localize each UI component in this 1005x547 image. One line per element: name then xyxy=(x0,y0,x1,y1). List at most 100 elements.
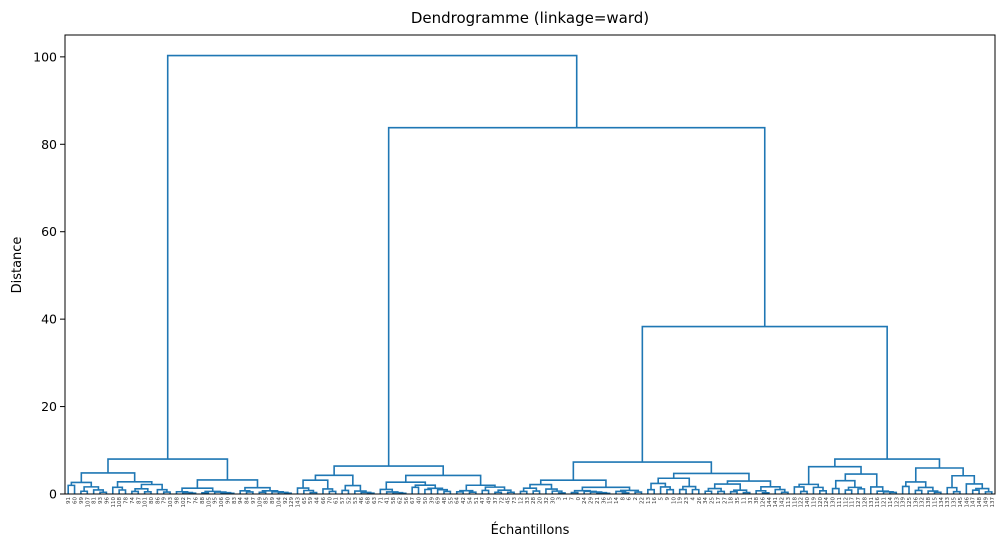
dendrogram-link xyxy=(755,490,767,494)
leaf-label: 7 xyxy=(569,497,575,501)
leaf-label: 121 xyxy=(882,497,888,508)
leaf-label: 36 xyxy=(601,497,607,504)
dendrogram-link xyxy=(844,473,878,487)
leaf-label: 93 xyxy=(98,497,104,504)
plot-area xyxy=(64,34,996,495)
leaf-label: 65 xyxy=(302,497,308,504)
leaf-label: 32 xyxy=(544,497,550,504)
dendrogram-link xyxy=(713,483,742,491)
dendrogram-link xyxy=(354,490,367,494)
leaf-label: 73 xyxy=(512,497,518,504)
leaf-label: 83 xyxy=(232,497,238,504)
leaf-label: 136 xyxy=(913,497,919,508)
dendrogram-link xyxy=(572,461,713,481)
dendrogram-link xyxy=(717,490,726,494)
leaf-label: 138 xyxy=(926,497,932,508)
leaf-label: 98 xyxy=(174,497,180,504)
leaf-label: 90 xyxy=(225,497,231,504)
dendrogram-link xyxy=(793,486,805,494)
leaf-label: 30 xyxy=(550,497,556,504)
leaf-label: 80 xyxy=(149,497,155,504)
y-tick-label: 60 xyxy=(41,224,57,239)
leaf-label: 112 xyxy=(843,497,849,508)
leaf-label: 116 xyxy=(875,497,881,508)
dendrogram-link xyxy=(244,486,271,491)
leaf-label: 29 xyxy=(589,497,595,504)
leaf-label: 15 xyxy=(608,497,614,504)
dendrogram-link xyxy=(522,487,538,492)
dendrogram-link xyxy=(245,491,254,494)
leaf-label: 0 xyxy=(576,497,582,501)
leaf-label: 108 xyxy=(117,497,123,508)
leaf-label: 1 xyxy=(563,497,569,501)
leaf-label: 9 xyxy=(665,497,671,501)
y-tick-label: 80 xyxy=(41,137,57,152)
dendrogram-link xyxy=(733,489,748,493)
dendrogram-link xyxy=(166,54,578,460)
leaf-label: 63 xyxy=(372,497,378,504)
chart-title: Dendrogramme (linkage=ward) xyxy=(411,9,649,27)
leaf-label: 57 xyxy=(340,497,346,504)
leaf-label: 123 xyxy=(894,497,900,508)
y-axis: 0 20 40 60 80 100 xyxy=(33,49,65,502)
dendrogram-link xyxy=(107,458,229,480)
leaf-label: 52 xyxy=(346,497,352,504)
leaf-label: 72 xyxy=(499,497,505,504)
leaf-label: 120 xyxy=(818,497,824,508)
dendrogram-link xyxy=(914,467,964,482)
leaf-label: 105 xyxy=(206,497,212,508)
leaf-label: 147 xyxy=(971,497,977,508)
axes-frame xyxy=(64,34,996,495)
leaf-label: 114 xyxy=(888,497,894,508)
leaf-label: 11 xyxy=(741,497,747,504)
dendrogram-link xyxy=(333,465,445,476)
x-axis-label: Échantillons xyxy=(491,522,570,538)
leaf-label: 142 xyxy=(780,497,786,508)
dendrogram-link xyxy=(344,484,362,492)
y-tick-label: 100 xyxy=(33,49,57,64)
leaf-label: 42 xyxy=(461,497,467,504)
leaf-label: 124 xyxy=(824,497,830,508)
dendrogram-link xyxy=(143,491,152,494)
dendrogram-link xyxy=(181,487,214,492)
leaf-label: 2 xyxy=(633,497,639,501)
leaf-label: 85 xyxy=(264,497,270,504)
dendrogram-link xyxy=(905,481,927,488)
leaf-label: 17 xyxy=(716,497,722,504)
leaf-label: 48 xyxy=(442,497,448,504)
leaf-label: 68 xyxy=(366,497,372,504)
leaf-label: 134 xyxy=(939,497,945,508)
dendrogram-link xyxy=(385,491,399,494)
dendrogram-link xyxy=(309,491,318,494)
dendrogram-link xyxy=(459,489,474,493)
dendrogram-link xyxy=(404,474,482,486)
leaf-label: 34 xyxy=(703,497,709,504)
leaf-label: 132 xyxy=(920,497,926,508)
leaf-label: 12 xyxy=(518,497,524,504)
leaf-label: 144 xyxy=(767,497,773,508)
leaf-label: 118 xyxy=(792,497,798,508)
y-tick-label: 20 xyxy=(41,399,57,414)
leaf-label: 135 xyxy=(952,497,958,508)
leaf-label: 81 xyxy=(92,497,98,504)
leaf-label: 66 xyxy=(321,497,327,504)
dendrogram-link xyxy=(581,486,631,491)
dendrogram-link xyxy=(271,491,284,494)
leaf-label: 89 xyxy=(270,497,276,504)
leaf-label: 74 xyxy=(130,497,136,504)
leaf-label: 141 xyxy=(773,497,779,508)
leaf-label: 64 xyxy=(455,497,461,504)
plot-background xyxy=(65,35,995,494)
leaf-label: 106 xyxy=(219,497,225,508)
leaf-label: 37 xyxy=(493,497,499,504)
leaf-label: 143 xyxy=(296,497,302,508)
dendrogram-link xyxy=(707,487,722,492)
leaf-label: 49 xyxy=(487,497,493,504)
leaf-label: 104 xyxy=(276,497,282,508)
leaf-label: 128 xyxy=(862,497,868,508)
leaf-label: 22 xyxy=(639,497,645,504)
y-tick-label: 40 xyxy=(41,312,57,327)
dendrogram-link xyxy=(729,490,738,494)
dendrogram-link xyxy=(465,484,496,491)
